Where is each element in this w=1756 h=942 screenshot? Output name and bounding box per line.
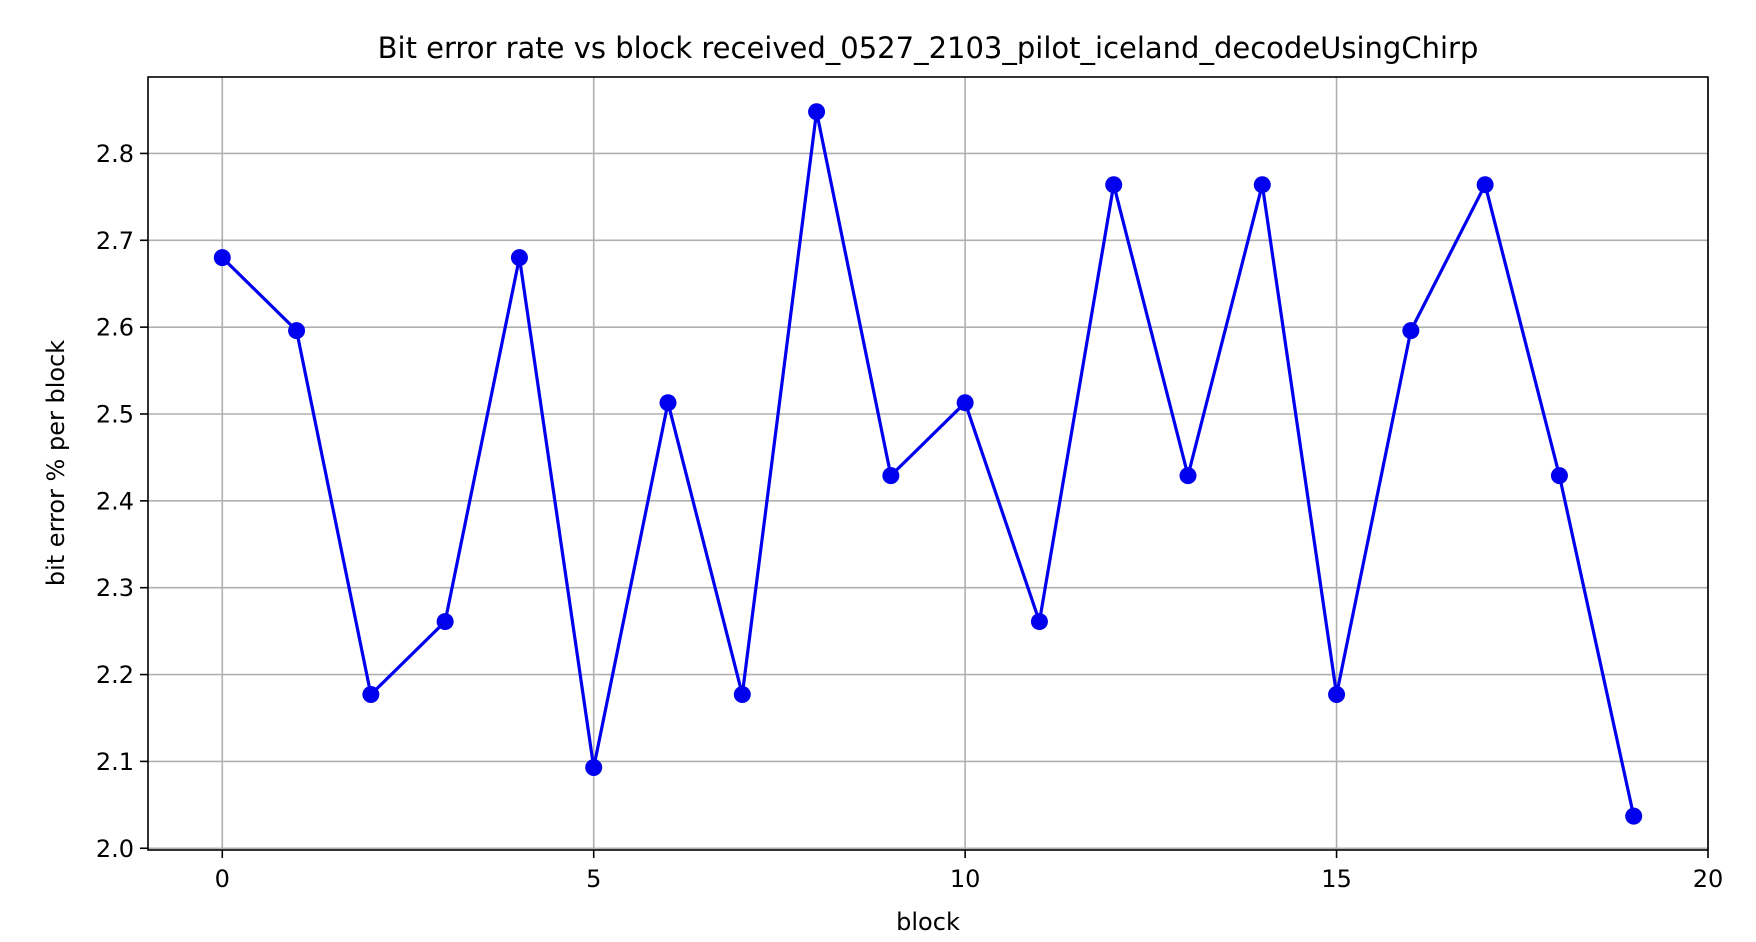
x-tick-label: 20 (1693, 865, 1724, 893)
data-point (1402, 322, 1420, 340)
y-tick-label: 2.3 (96, 574, 134, 602)
data-point (1179, 467, 1197, 485)
data-point (1105, 176, 1123, 194)
data-point (1476, 176, 1494, 194)
data-point (436, 613, 454, 631)
data-point (585, 758, 603, 776)
y-tick-label: 2.2 (96, 661, 134, 689)
data-point (362, 686, 380, 704)
y-tick-label: 2.5 (96, 400, 134, 428)
y-tick-label: 2.0 (96, 835, 134, 863)
y-tick-label: 2.8 (96, 140, 134, 168)
y-axis-label: bit error % per block (42, 340, 70, 586)
series-layer (213, 103, 1643, 825)
grid-lines (148, 77, 1709, 850)
data-point (882, 467, 900, 485)
data-point (510, 249, 528, 267)
y-tick-label: 2.4 (96, 487, 134, 515)
x-axis-label: block (896, 908, 960, 936)
data-point (808, 103, 826, 121)
x-tick-label: 10 (950, 865, 981, 893)
x-tick-label: 0 (215, 865, 230, 893)
data-point (1328, 686, 1346, 704)
y-tick-label: 2.7 (96, 227, 134, 255)
y-tick-label: 2.6 (96, 314, 134, 342)
y-tick-label: 2.1 (96, 748, 134, 776)
axis-ticks: 0 5 10 15 20 2.0 2.1 2.2 2.3 2.4 2.5 2.6 2.7 2.8 (96, 140, 1723, 893)
data-point (1253, 176, 1271, 194)
data-point (213, 249, 231, 267)
data-point (1030, 613, 1048, 631)
data-point (956, 394, 974, 412)
x-tick-label: 5 (586, 865, 601, 893)
data-point (1625, 807, 1643, 825)
series-line (221, 110, 1636, 817)
data-point (1550, 467, 1568, 485)
data-point (733, 686, 751, 704)
plot-area-frame (147, 76, 1709, 851)
x-tick-label: 15 (1321, 865, 1352, 893)
data-point (288, 322, 306, 340)
data-point (659, 394, 677, 412)
chart-title: Bit error rate vs block received_0527_21… (378, 31, 1479, 65)
